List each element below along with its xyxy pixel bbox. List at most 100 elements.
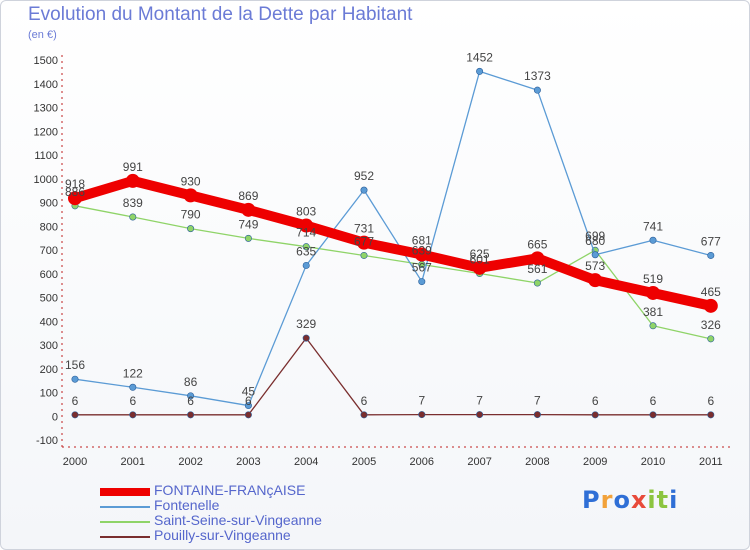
data-point xyxy=(244,402,252,410)
line-chart: 1500140013001200110010009008007006005004… xyxy=(34,50,730,468)
y-tick-label: 900 xyxy=(40,198,58,210)
legend-swatch xyxy=(100,536,150,538)
brand-letter: x xyxy=(630,486,648,514)
data-label: 677 xyxy=(354,234,374,248)
data-label: 1452 xyxy=(466,50,493,64)
data-label: 869 xyxy=(238,189,258,203)
data-label: 839 xyxy=(123,196,143,210)
x-tick-label: 2003 xyxy=(236,456,260,468)
data-label: 7 xyxy=(418,394,425,408)
data-label: 677 xyxy=(701,234,721,248)
data-label: 918 xyxy=(65,177,85,191)
data-point xyxy=(302,334,310,342)
brand-letter: P xyxy=(582,486,601,514)
data-label: 639 xyxy=(412,243,432,257)
data-point xyxy=(68,191,82,206)
data-point xyxy=(244,234,252,242)
data-label: 326 xyxy=(701,318,721,332)
data-label: 7 xyxy=(534,394,541,408)
data-label: 6 xyxy=(245,394,252,408)
legend-label: Pouilly-sur-Vingeanne xyxy=(154,527,291,543)
data-label: 465 xyxy=(701,285,721,299)
x-tick-label: 2009 xyxy=(583,456,607,468)
data-label: 329 xyxy=(296,317,316,331)
y-tick-label: 100 xyxy=(40,388,58,400)
x-tick-label: 2005 xyxy=(352,456,376,468)
legend-label: Saint-Seine-sur-Vingeanne xyxy=(154,512,322,528)
data-point xyxy=(476,67,484,75)
data-label: 6 xyxy=(72,394,79,408)
data-point xyxy=(707,411,715,419)
data-point xyxy=(418,411,426,419)
data-label: 6 xyxy=(187,394,194,408)
data-label: 6 xyxy=(707,394,714,408)
legend-label: Fontenelle xyxy=(154,497,220,513)
legend-item: Saint-Seine-sur-Vingeanne xyxy=(100,512,400,530)
y-tick-label: 600 xyxy=(40,269,58,281)
x-tick-label: 2000 xyxy=(63,456,87,468)
data-point xyxy=(299,218,314,233)
data-label: 561 xyxy=(527,262,547,276)
y-tick-label: 500 xyxy=(40,293,58,305)
data-point xyxy=(357,235,371,250)
data-label: 952 xyxy=(354,169,374,183)
data-label: 601 xyxy=(470,253,490,267)
data-point xyxy=(129,383,137,391)
brand-letter: t xyxy=(656,486,670,514)
legend-label: FONTAINE-FRANçAISE xyxy=(154,482,306,498)
data-label: 122 xyxy=(123,366,143,380)
data-point xyxy=(707,251,715,259)
series-line xyxy=(74,70,712,407)
data-label: 6 xyxy=(650,394,657,408)
data-point xyxy=(649,236,657,244)
data-point xyxy=(187,392,195,400)
y-tick-label: 400 xyxy=(40,316,58,328)
data-label: 625 xyxy=(470,247,490,261)
data-label: 519 xyxy=(643,272,663,286)
legend-swatch xyxy=(100,506,150,508)
series-line xyxy=(74,205,712,340)
legend-swatch xyxy=(100,488,150,496)
data-point xyxy=(649,322,657,330)
data-point xyxy=(129,411,137,419)
data-label: 803 xyxy=(296,205,316,219)
data-label: 6 xyxy=(592,394,599,408)
data-label: 6 xyxy=(361,394,368,408)
data-label: 749 xyxy=(238,217,258,231)
data-label: 991 xyxy=(123,160,143,174)
data-label: 7 xyxy=(476,394,483,408)
x-tick-label: 2007 xyxy=(467,456,491,468)
data-point xyxy=(360,251,368,259)
data-label: 714 xyxy=(296,226,316,240)
data-point xyxy=(533,279,541,287)
data-label: 1373 xyxy=(524,69,551,83)
series-line xyxy=(70,175,716,311)
y-tick-label: 1500 xyxy=(34,55,58,67)
data-point xyxy=(649,411,657,419)
chart-title: Evolution du Montant de la Dette par Hab… xyxy=(28,4,413,25)
data-label: 699 xyxy=(585,229,605,243)
data-point xyxy=(187,411,195,419)
data-label: 886 xyxy=(65,185,85,199)
unit-label: (en €) xyxy=(28,29,57,41)
data-point xyxy=(646,285,660,300)
y-tick-label: 300 xyxy=(40,340,58,352)
y-tick-label: 1400 xyxy=(34,79,58,91)
brand-letter: i xyxy=(669,486,679,514)
brand-letter: o xyxy=(613,486,631,514)
x-tick-label: 2010 xyxy=(641,456,665,468)
data-point xyxy=(360,186,368,194)
data-point xyxy=(533,86,541,94)
data-label: 741 xyxy=(643,219,663,233)
data-label: 156 xyxy=(65,358,85,372)
data-point xyxy=(183,188,198,203)
data-label: 573 xyxy=(585,259,605,273)
legend-item: FONTAINE-FRANçAISE xyxy=(100,482,400,500)
data-label: 731 xyxy=(354,222,374,236)
data-point xyxy=(360,411,368,419)
y-tick-label: 1300 xyxy=(34,103,58,115)
brand-letter: r xyxy=(600,486,614,514)
x-tick-label: 2006 xyxy=(410,456,434,468)
data-point xyxy=(414,247,429,262)
